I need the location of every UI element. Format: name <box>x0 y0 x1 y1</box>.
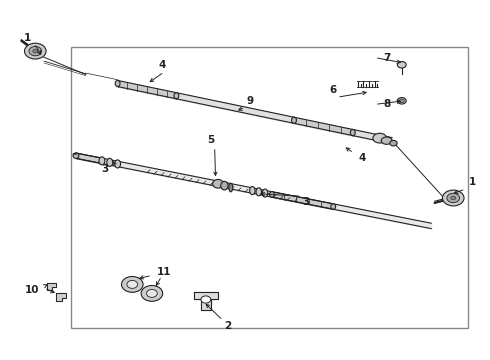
Ellipse shape <box>292 117 296 123</box>
Text: 1: 1 <box>469 177 476 187</box>
Polygon shape <box>47 283 56 290</box>
Text: 9: 9 <box>246 96 253 106</box>
Text: 4: 4 <box>359 153 367 163</box>
Circle shape <box>451 196 456 200</box>
Circle shape <box>29 46 42 56</box>
Circle shape <box>201 296 211 303</box>
Circle shape <box>447 193 460 203</box>
Ellipse shape <box>229 183 233 192</box>
Text: 3: 3 <box>102 164 109 174</box>
Ellipse shape <box>390 140 397 146</box>
Text: 11: 11 <box>157 267 172 277</box>
Ellipse shape <box>373 133 387 143</box>
Text: 4: 4 <box>158 60 166 70</box>
Ellipse shape <box>381 137 392 144</box>
Circle shape <box>24 43 46 59</box>
Bar <box>71 47 468 328</box>
Text: 7: 7 <box>383 53 391 63</box>
Circle shape <box>33 49 38 53</box>
Ellipse shape <box>350 130 355 136</box>
Ellipse shape <box>213 180 223 188</box>
Text: 6: 6 <box>330 85 337 95</box>
Text: 3: 3 <box>303 197 310 207</box>
Ellipse shape <box>115 160 121 168</box>
Circle shape <box>442 190 464 206</box>
Circle shape <box>141 285 163 301</box>
Ellipse shape <box>220 181 228 190</box>
Circle shape <box>147 289 157 297</box>
Ellipse shape <box>397 98 406 104</box>
Text: 2: 2 <box>224 321 231 331</box>
Polygon shape <box>56 293 66 301</box>
Ellipse shape <box>397 62 406 68</box>
Text: 5: 5 <box>207 135 214 145</box>
Text: 8: 8 <box>384 99 391 109</box>
Ellipse shape <box>399 99 404 103</box>
Ellipse shape <box>115 80 120 86</box>
Ellipse shape <box>174 93 179 99</box>
Polygon shape <box>194 292 218 310</box>
Ellipse shape <box>331 204 336 209</box>
Ellipse shape <box>99 157 105 165</box>
Ellipse shape <box>270 192 274 197</box>
Ellipse shape <box>262 189 268 197</box>
Ellipse shape <box>256 188 262 196</box>
Ellipse shape <box>73 153 79 158</box>
Text: 1: 1 <box>24 33 30 43</box>
Text: 10: 10 <box>24 285 39 295</box>
Ellipse shape <box>107 158 113 166</box>
Circle shape <box>122 276 143 292</box>
Ellipse shape <box>249 186 255 195</box>
Circle shape <box>127 280 138 288</box>
